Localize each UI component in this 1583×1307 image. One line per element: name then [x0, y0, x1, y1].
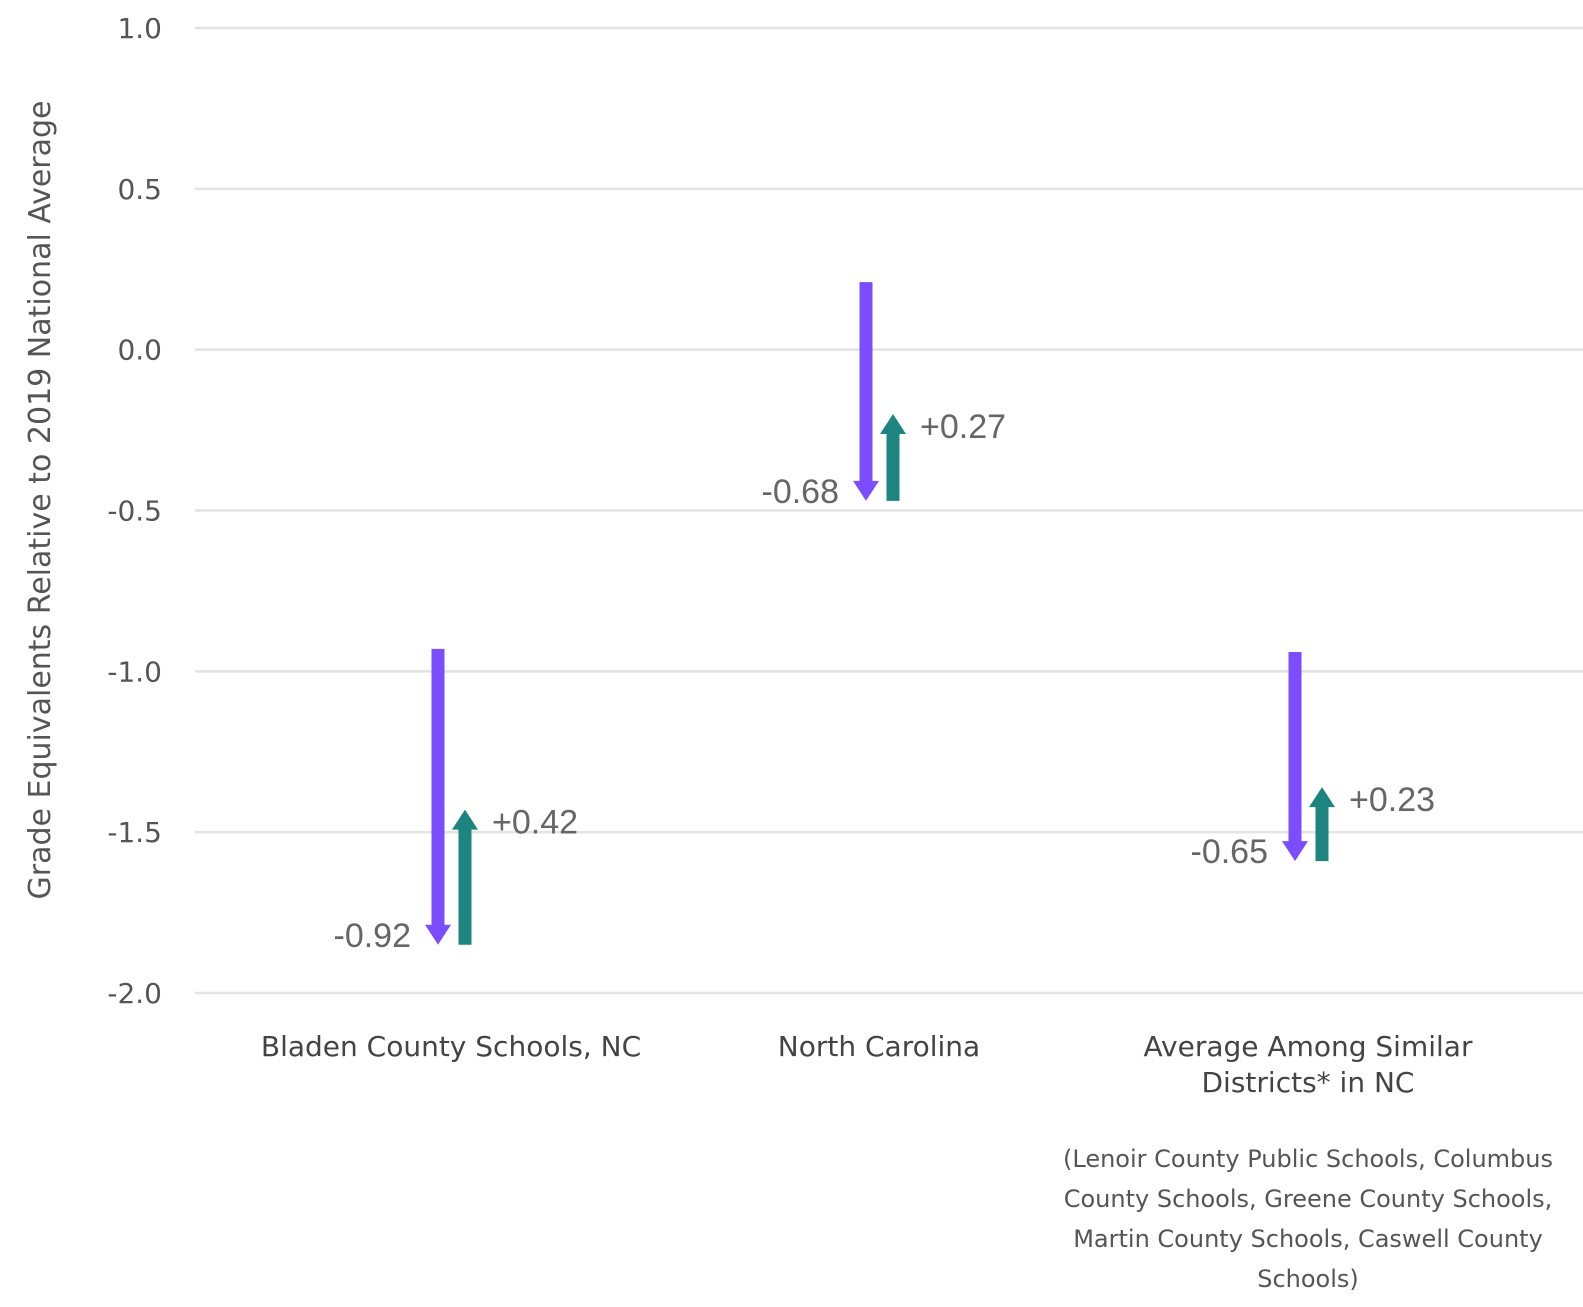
decline-value-label: -0.68 [762, 473, 840, 511]
decline-arrow [425, 648, 451, 945]
y-axis-label: Grade Equivalents Relative to 2019 Natio… [23, 100, 58, 899]
decline-arrow [853, 282, 879, 501]
decline-value-label: -0.92 [334, 917, 412, 955]
y-tick-label: -2.0 [107, 977, 162, 1010]
category-group: -0.68 +0.27 [762, 282, 1006, 511]
recovery-arrow [452, 809, 478, 945]
category-note: Martin County Schools, Caswell County [1073, 1225, 1543, 1253]
recovery-value-label: +0.27 [920, 408, 1006, 446]
category-note: Schools) [1257, 1265, 1359, 1293]
recovery-arrow [1309, 787, 1335, 862]
decline-arrow [1282, 652, 1308, 862]
y-tick-label: -1.5 [107, 816, 162, 849]
category-group: -0.65 +0.23 [1191, 652, 1435, 871]
recovery-arrow [880, 414, 906, 501]
recovery-value-label: +0.23 [1349, 781, 1435, 819]
category-group: -0.92 +0.42 [334, 648, 578, 955]
category-label: Average Among Similar [1144, 1030, 1473, 1063]
category-label: Districts* in NC [1202, 1066, 1415, 1099]
category-note: County Schools, Greene County Schools, [1064, 1185, 1553, 1213]
y-tick-label: 0.0 [117, 334, 162, 367]
y-tick-label: -0.5 [107, 495, 162, 528]
y-tick-label: -1.0 [107, 655, 162, 688]
x-axis-categories: Bladen County Schools, NC North Carolina A… [261, 1030, 1553, 1293]
category-label: Bladen County Schools, NC [261, 1030, 641, 1063]
category-label: North Carolina [778, 1030, 980, 1063]
arrows: -0.92 +0.42 -0.68 +0.27 -0.65 +0.23 [334, 282, 1435, 955]
y-axis-ticks: 1.0 0.5 0.0 -0.5 -1.0 -1.5 -2.0 [107, 12, 162, 1010]
decline-value-label: -0.65 [1191, 833, 1269, 871]
y-tick-label: 0.5 [117, 173, 162, 206]
y-tick-label: 1.0 [117, 12, 162, 45]
recovery-value-label: +0.42 [492, 804, 578, 842]
grid [195, 26, 1583, 995]
category-note: (Lenoir County Public Schools, Columbus [1063, 1145, 1553, 1173]
